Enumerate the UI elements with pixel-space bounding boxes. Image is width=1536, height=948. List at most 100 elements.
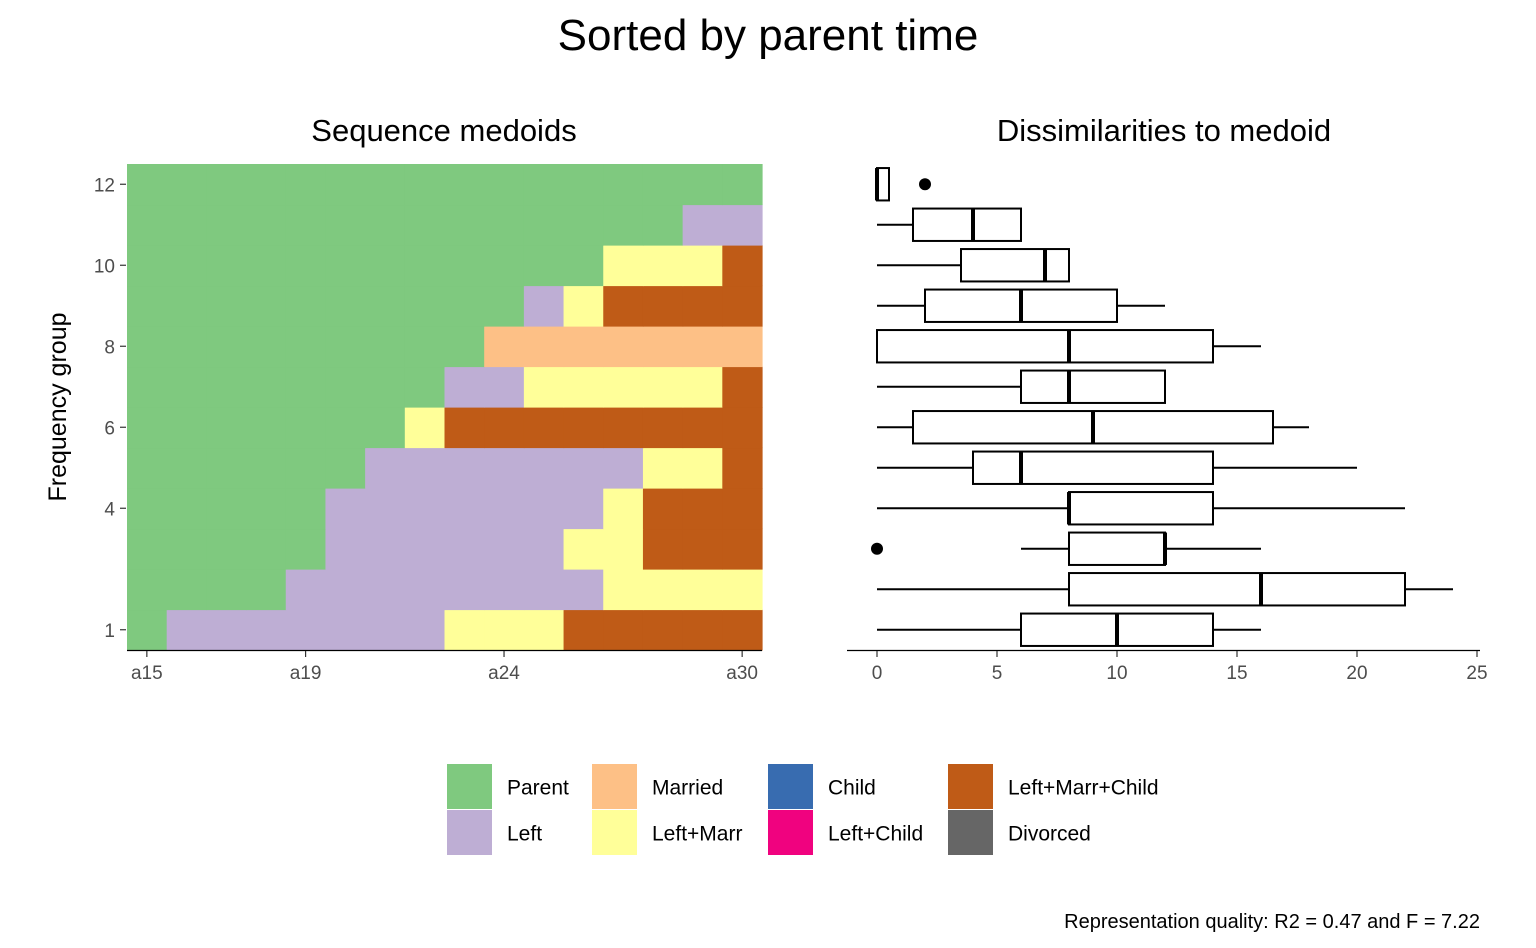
medoid-cell-g3-a30 [722, 528, 763, 570]
medoid-cell-g11-a16 [166, 204, 207, 246]
medoid-cell-g4-a16 [166, 488, 207, 530]
medoid-cell-g9-a16 [166, 285, 207, 327]
heatmap-x-tick-label-a19: a19 [290, 663, 322, 684]
medoid-cell-g1-a20 [325, 609, 366, 651]
heatmap-y-tick-label-10: 10 [94, 256, 115, 277]
medoid-cell-g3-a21 [365, 528, 406, 570]
heatmap-x-tick-label-a24: a24 [488, 663, 520, 684]
medoid-cell-g6-a25 [523, 407, 565, 449]
medoid-cell-g2-a18 [246, 569, 287, 611]
medoid-cell-g5-a23 [444, 447, 485, 489]
medoid-cell-g12-a20 [325, 164, 366, 206]
medoid-cell-g7-a20 [325, 366, 366, 408]
medoid-cell-g9-a28 [642, 285, 684, 327]
medoid-cell-g7-a22 [404, 366, 446, 408]
legend-item-left-child: Left+Child [768, 810, 923, 855]
legend-swatch [948, 810, 993, 855]
medoid-cell-g4-a23 [444, 488, 485, 530]
medoid-cell-g8-a29 [682, 326, 723, 368]
medoid-cell-g12-a28 [642, 164, 684, 206]
medoid-cell-g4-a19 [285, 488, 327, 530]
medoid-cell-g8-a23 [444, 326, 485, 368]
medoid-cell-g8-a25 [523, 326, 565, 368]
medoid-cell-g4-a30 [722, 488, 763, 530]
medoid-cell-g6-a16 [166, 407, 207, 449]
medoid-cell-g2-a21 [365, 569, 406, 611]
medoid-cell-g5-a28 [642, 447, 684, 489]
boxplot-x-tick-label-5: 5 [992, 663, 1003, 684]
medoid-cell-g7-a17 [206, 366, 247, 408]
medoid-cell-g11-a30 [722, 204, 763, 246]
medoid-cell-g3-a25 [523, 528, 565, 570]
medoid-cell-g10-a25 [523, 245, 565, 287]
medoid-cell-g2-a26 [563, 569, 604, 611]
medoid-cell-g8-a20 [325, 326, 366, 368]
medoid-cell-g3-a16 [166, 528, 207, 570]
main-title: Sorted by parent time [558, 11, 979, 60]
medoid-cell-g10-a27 [603, 245, 644, 287]
medoid-cell-g12-a23 [444, 164, 485, 206]
box-group-5 [877, 450, 1357, 485]
box-iqr-11 [912, 207, 1022, 242]
medoid-cell-g12-a19 [285, 164, 327, 206]
box-group-4 [877, 491, 1405, 526]
medoid-cell-g12-a16 [166, 164, 207, 206]
medoid-cell-g5-a29 [682, 447, 723, 489]
medoid-cell-g11-a19 [285, 204, 327, 246]
medoid-cell-g6-a29 [682, 407, 723, 449]
boxplot-axes: 0 5 10 15 20 25 [847, 649, 1488, 684]
medoid-cell-g2-a27 [603, 569, 644, 611]
medoid-cell-g6-a26 [563, 407, 604, 449]
heatmap-x-tick-label-a30: a30 [726, 663, 758, 684]
legend-label: Child [828, 777, 876, 800]
medoid-cell-g9-a23 [444, 285, 485, 327]
medoid-cell-g9-a27 [603, 285, 644, 327]
heatmap-y-tick-label-12: 12 [94, 175, 115, 196]
legend-label: Left+Child [828, 823, 923, 846]
box-group-12 [875, 167, 931, 202]
boxplot-x-tick-label-0: 0 [872, 663, 883, 684]
boxplot-x-tick-label-10: 10 [1106, 663, 1127, 684]
medoid-cell-g8-a17 [206, 326, 247, 368]
legend-item-left-marr: Left+Marr [592, 810, 742, 855]
medoid-cell-g6-a21 [365, 407, 406, 449]
medoid-cell-g5-a21 [365, 447, 406, 489]
medoid-cell-g7-a23 [444, 366, 485, 408]
medoid-cell-g3-a26 [563, 528, 604, 570]
legend-swatch [447, 810, 492, 855]
medoid-cell-g2-a23 [444, 569, 485, 611]
legend-item-parent: Parent [447, 764, 569, 809]
medoid-cell-g6-a28 [642, 407, 684, 449]
medoid-cell-g6-a23 [444, 407, 485, 449]
medoid-cell-g4-a20 [325, 488, 366, 530]
medoid-cell-g5-a26 [563, 447, 604, 489]
medoid-cell-g9-a30 [722, 285, 763, 327]
medoid-cell-g4-a17 [206, 488, 247, 530]
heatmap-x-tick-label-a15: a15 [131, 663, 163, 684]
box-outlier-12-0 [919, 178, 931, 191]
medoid-cell-g1-a27 [603, 609, 644, 651]
medoid-cell-g7-a19 [285, 366, 327, 408]
legend-swatch [768, 810, 813, 855]
legend-label: Married [652, 777, 723, 800]
medoid-cell-g8-a15 [127, 326, 168, 368]
heatmap-axes: 1 4 6 8 10 12 a15 a19 a24 a30 [94, 175, 762, 684]
representation-quality-caption: Representation quality: R2 = 0.47 and F … [1064, 911, 1480, 933]
medoid-cell-g10-a30 [722, 245, 763, 287]
medoid-cell-g11-a17 [206, 204, 247, 246]
medoid-cell-g12-a22 [404, 164, 446, 206]
medoid-cell-g10-a29 [682, 245, 723, 287]
medoid-cell-g12-a29 [682, 164, 723, 206]
box-group-3 [871, 531, 1261, 566]
medoid-cell-g3-a23 [444, 528, 485, 570]
medoid-cell-g1-a16 [166, 609, 207, 651]
medoid-cell-g7-a24 [484, 366, 525, 408]
medoid-cell-g5-a15 [127, 447, 168, 489]
medoid-cell-g6-a18 [246, 407, 287, 449]
medoid-cell-g7-a29 [682, 366, 723, 408]
medoid-cell-g6-a30 [722, 407, 763, 449]
legend-label: Divorced [1008, 823, 1091, 846]
legend-item-divorced: Divorced [948, 810, 1091, 855]
heatmap-y-tick-label-1: 1 [104, 621, 115, 642]
legend-swatch [592, 764, 637, 809]
